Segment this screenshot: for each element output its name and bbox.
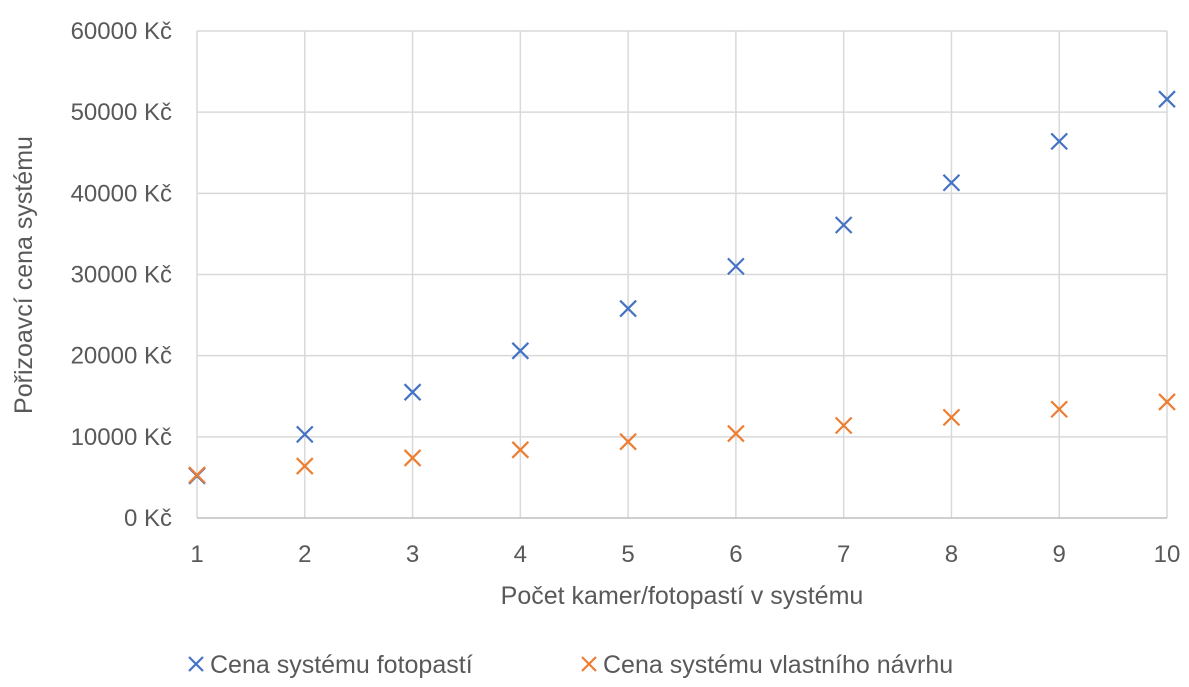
x-tick-label: 8 xyxy=(945,541,958,568)
data-point xyxy=(1050,132,1068,151)
data-point xyxy=(403,449,422,467)
legend-marker-icon xyxy=(581,656,597,672)
data-point xyxy=(942,174,961,192)
gridlines xyxy=(196,30,1168,518)
data-point xyxy=(511,441,530,459)
x-tick-label: 4 xyxy=(514,541,527,568)
legend-item: Cena systému vlastního návrhu xyxy=(581,651,953,679)
y-tick-label: 0 Kč xyxy=(124,505,172,532)
y-tick-label: 30000 Kč xyxy=(71,262,172,289)
data-point xyxy=(295,457,314,475)
tick-labels: 0 Kč 10000 Kč 20000 Kč 30000 Kč 40000 Kč 5000… xyxy=(71,18,1181,568)
x-tick-label: 3 xyxy=(406,541,419,568)
x-tick-label: 10 xyxy=(1154,541,1181,568)
data-point xyxy=(188,466,206,484)
data-point xyxy=(511,342,530,360)
data-point xyxy=(1050,400,1068,419)
data-point xyxy=(834,416,853,435)
data-point xyxy=(619,299,637,318)
y-tick-label: 20000 Kč xyxy=(71,343,172,370)
data-point xyxy=(295,425,314,444)
legend-item: Cena systému fotopastí xyxy=(188,651,473,679)
data-point xyxy=(727,424,745,443)
x-tick-label: 2 xyxy=(298,541,311,568)
x-tick-label: 9 xyxy=(1053,541,1066,568)
data-point xyxy=(1158,90,1176,108)
data-point xyxy=(727,257,745,276)
data-point xyxy=(834,216,853,234)
data-point xyxy=(942,408,961,427)
legend-label: Cena systému vlastního návrhu xyxy=(603,651,953,679)
x-tick-label: 7 xyxy=(837,541,850,568)
legend-marker-icon xyxy=(188,656,204,672)
legend: Cena systému fotopastí Cena systému vlast… xyxy=(188,651,953,679)
data-points xyxy=(188,90,1176,485)
x-tick-label: 5 xyxy=(621,541,634,568)
y-tick-label: 60000 Kč xyxy=(71,18,172,45)
legend-label: Cena systému fotopastí xyxy=(210,651,473,679)
data-point xyxy=(403,383,422,401)
x-axis-title: Počet kamer/fotopastí v systému xyxy=(501,582,864,610)
y-tick-label: 10000 Kč xyxy=(71,424,172,451)
y-axis-title: Pořizoavcí cena systému xyxy=(10,136,38,414)
y-tick-label: 50000 Kč xyxy=(71,99,172,126)
data-point xyxy=(619,432,637,451)
x-tick-label: 6 xyxy=(729,541,742,568)
data-point xyxy=(1158,393,1176,411)
y-tick-label: 40000 Kč xyxy=(71,180,172,207)
x-tick-label: 1 xyxy=(190,541,203,568)
